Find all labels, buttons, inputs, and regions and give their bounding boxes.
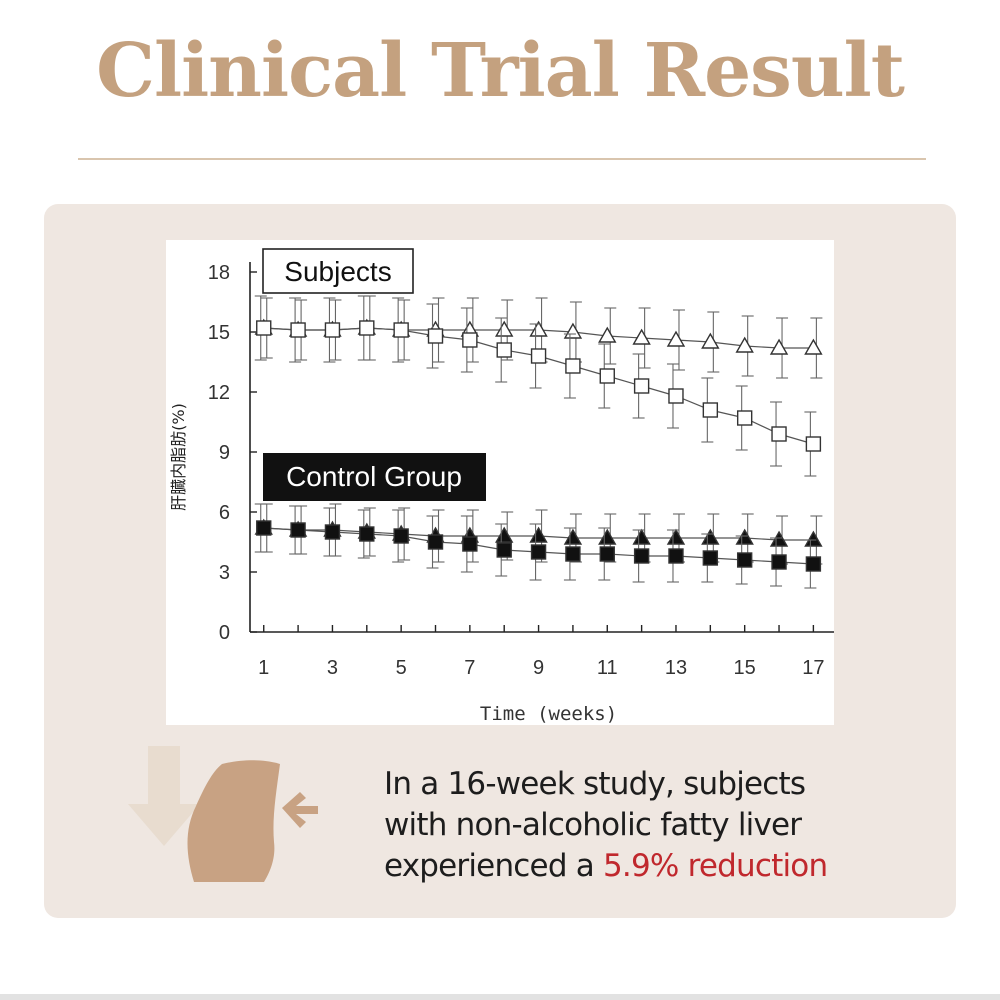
data-point: [290, 322, 306, 338]
data-point: [668, 548, 684, 564]
down-arrow-icon: [128, 746, 200, 846]
data-point: [462, 332, 478, 348]
data-point: [496, 542, 512, 558]
data-point: [666, 528, 686, 545]
data-point: [668, 388, 684, 404]
data-point: [632, 528, 651, 545]
data-point: [495, 320, 514, 337]
x-tick-label: 13: [665, 657, 687, 679]
data-point: [666, 330, 686, 347]
data-point: [736, 552, 753, 568]
chart-series: [254, 295, 823, 589]
body-silhouette-icon: [187, 760, 280, 882]
data-point: [736, 410, 753, 426]
caption-line-3: experienced a 5.9% reduction: [384, 846, 904, 887]
data-point: [256, 320, 272, 336]
chart-container: 0 3 6 9 12 15 18 1 3 5 7 9 11 13 15 17 Time (weeks) 肝臓内脂肪…: [166, 240, 834, 725]
data-point: [565, 546, 581, 562]
data-point: [530, 348, 547, 364]
caption-line-2: with non-alcoholic fatty liver: [384, 807, 802, 843]
y-tick-label: 12: [208, 382, 230, 404]
waist-slimming-illustration: [128, 746, 318, 882]
data-point: [599, 546, 615, 562]
data-point: [393, 528, 409, 544]
y-tick-label: 18: [208, 262, 230, 284]
data-point: [393, 322, 409, 338]
data-point: [701, 528, 720, 545]
data-point: [427, 534, 444, 550]
data-point: [324, 322, 341, 338]
x-tick-label: 7: [464, 657, 475, 679]
data-point: [701, 332, 720, 349]
data-point: [599, 368, 615, 384]
subjects-label-box: [262, 248, 414, 294]
data-point: [290, 522, 306, 538]
x-tick-label: 1: [258, 657, 269, 679]
y-tick-label: 9: [219, 442, 230, 464]
data-point: [496, 342, 512, 358]
data-point: [530, 544, 547, 560]
page-title: Clinical Trial Result: [96, 28, 905, 114]
data-point: [633, 378, 650, 394]
data-point: [702, 550, 719, 566]
control-group-label: Control Group: [286, 461, 462, 492]
data-point: [324, 524, 341, 540]
data-point: [769, 338, 789, 355]
x-tick-label: 11: [597, 657, 618, 679]
data-point: [359, 320, 375, 336]
data-point: [256, 520, 272, 536]
data-point: [804, 338, 823, 355]
data-point: [598, 326, 617, 343]
x-tick-label: 9: [533, 657, 544, 679]
x-tick-label: 17: [802, 657, 824, 679]
data-point: [769, 530, 789, 547]
data-point: [563, 528, 583, 545]
chart-annotations: Subjects Control Group: [262, 248, 486, 501]
x-tick-label: 15: [734, 657, 756, 679]
data-point: [598, 528, 617, 545]
data-point: [565, 358, 581, 374]
title-divider: [78, 158, 926, 160]
x-axis-title: Time (weeks): [480, 703, 617, 725]
reduction-highlight: 5.9% reduction: [603, 848, 828, 884]
data-point: [632, 328, 651, 345]
data-point: [702, 402, 719, 418]
data-point: [529, 320, 548, 337]
series-square-filled: [254, 503, 822, 589]
data-point: [359, 526, 375, 542]
data-point: [735, 528, 754, 545]
data-point: [805, 436, 822, 452]
data-point: [633, 548, 650, 564]
data-point: [805, 556, 822, 572]
caption-line-1: In a 16-week study, subjects: [384, 766, 806, 802]
data-point: [427, 328, 444, 344]
series-square-open: [254, 295, 822, 477]
y-tick-label: 0: [219, 622, 230, 644]
x-tick-label: 3: [327, 657, 338, 679]
data-point: [563, 322, 583, 339]
left-arrow-icon: [282, 792, 318, 828]
data-point: [495, 526, 514, 543]
data-point: [462, 536, 478, 552]
series-triangle-open: [254, 295, 823, 379]
data-point: [771, 426, 787, 442]
subjects-label: Subjects: [284, 256, 391, 287]
result-caption: In a 16-week study, subjects with non-al…: [384, 764, 904, 887]
control-group-label-box: [263, 453, 486, 501]
data-point: [804, 530, 823, 547]
y-tick-label: 3: [219, 562, 230, 584]
data-point: [735, 336, 754, 353]
series-line: [263, 327, 814, 445]
x-tick-label: 5: [396, 657, 407, 679]
data-point: [771, 554, 787, 570]
y-tick-label: 6: [219, 502, 230, 524]
data-point: [529, 526, 548, 543]
y-tick-label: 15: [208, 322, 230, 344]
footer-divider: [0, 994, 1000, 1000]
y-axis-title: 肝臓内脂肪(%): [169, 403, 188, 511]
caption-line-3-prefix: experienced a: [384, 848, 603, 884]
